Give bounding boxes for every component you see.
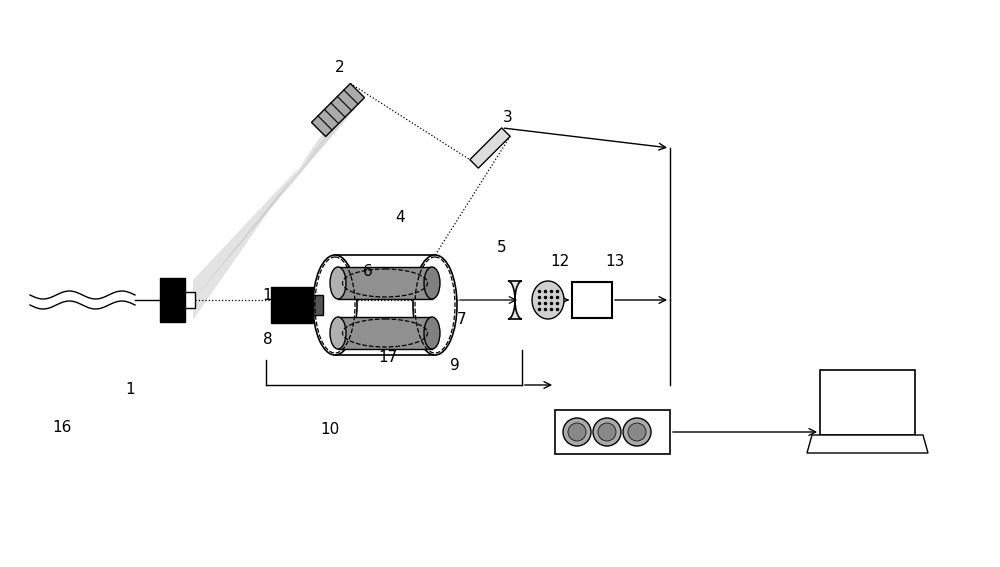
Text: 2: 2 — [335, 61, 345, 75]
Ellipse shape — [330, 317, 346, 349]
Circle shape — [563, 418, 591, 446]
Polygon shape — [193, 95, 368, 320]
Text: 3: 3 — [503, 111, 513, 125]
Text: 9: 9 — [450, 358, 460, 373]
Polygon shape — [807, 435, 928, 453]
Circle shape — [593, 418, 621, 446]
Circle shape — [568, 423, 586, 441]
Polygon shape — [193, 98, 365, 300]
Bar — [160, 278, 185, 322]
Text: 14: 14 — [602, 411, 622, 425]
Polygon shape — [311, 83, 365, 137]
Bar — [572, 282, 612, 318]
Ellipse shape — [424, 317, 440, 349]
Bar — [335, 255, 436, 355]
Text: 4: 4 — [395, 210, 405, 226]
Bar — [313, 295, 323, 315]
Text: 12: 12 — [550, 255, 570, 269]
Circle shape — [628, 423, 646, 441]
Text: 1: 1 — [125, 383, 135, 397]
Text: 7: 7 — [457, 312, 467, 328]
Text: 15: 15 — [890, 380, 910, 396]
Bar — [271, 287, 313, 323]
Bar — [820, 370, 915, 435]
Text: 10: 10 — [320, 422, 340, 438]
Polygon shape — [470, 128, 510, 168]
Ellipse shape — [413, 255, 457, 355]
Ellipse shape — [330, 267, 346, 299]
Bar — [555, 410, 670, 454]
Ellipse shape — [424, 267, 440, 299]
Ellipse shape — [313, 255, 357, 355]
Text: 8: 8 — [263, 332, 273, 348]
Text: 13: 13 — [605, 255, 625, 269]
Circle shape — [598, 423, 616, 441]
Ellipse shape — [532, 281, 564, 319]
Text: 5: 5 — [497, 240, 507, 256]
Polygon shape — [508, 281, 522, 319]
Bar — [185, 292, 195, 308]
Circle shape — [623, 418, 651, 446]
Bar — [338, 267, 433, 299]
Text: 11: 11 — [262, 287, 282, 303]
Bar — [338, 317, 433, 349]
Text: 17: 17 — [378, 350, 398, 366]
Text: 16: 16 — [52, 421, 72, 435]
Text: 6: 6 — [363, 264, 373, 280]
